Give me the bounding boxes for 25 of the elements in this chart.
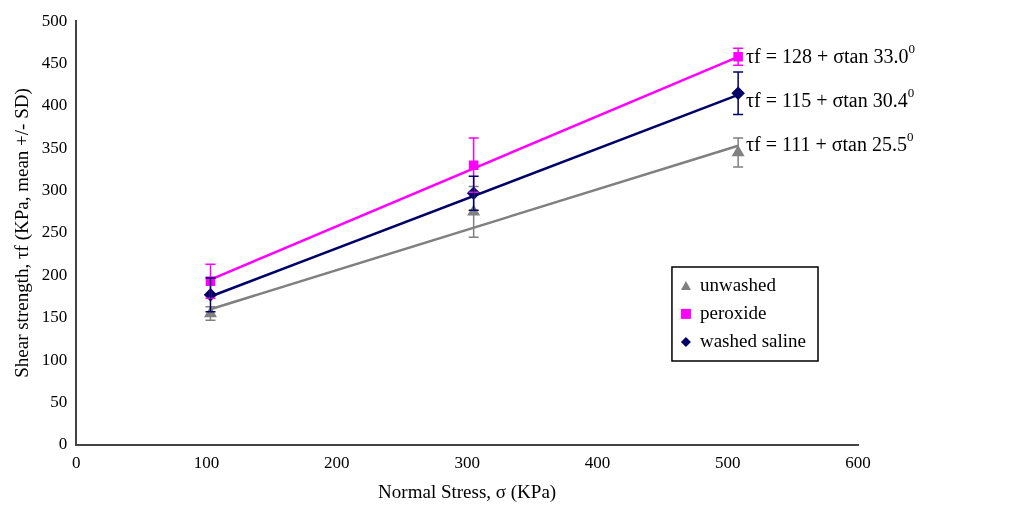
x-tick-label: 100 bbox=[193, 453, 220, 473]
y-tick-label: 100 bbox=[41, 349, 68, 369]
legend-label: washed saline bbox=[699, 329, 807, 351]
point bbox=[733, 52, 743, 62]
y-tick-label: 250 bbox=[41, 222, 68, 242]
y-tick-label: 150 bbox=[41, 307, 68, 327]
legend-label: peroxide bbox=[699, 301, 767, 323]
x-tick-label: 200 bbox=[324, 453, 350, 473]
x-tick-label: 400 bbox=[584, 453, 611, 473]
y-tick-label: 300 bbox=[41, 180, 68, 200]
y-tick-label: 0 bbox=[58, 434, 68, 454]
x-tick-label: 300 bbox=[454, 453, 480, 473]
y-tick-label: 450 bbox=[41, 53, 68, 73]
y-tick-label: 50 bbox=[50, 391, 68, 411]
y-tick-label: 400 bbox=[41, 95, 68, 115]
y-axis-title: Shear strength, τf (KPa, mean +/- SD) bbox=[11, 88, 34, 378]
x-tick-label: 0 bbox=[72, 453, 81, 473]
x-tick-label: 500 bbox=[714, 453, 741, 473]
y-tick-label: 350 bbox=[41, 137, 68, 157]
y-tick-label: 200 bbox=[41, 264, 68, 284]
legend-label: unwashed bbox=[699, 273, 777, 295]
x-tick-label: 600 bbox=[845, 453, 871, 473]
y-tick-label: 500 bbox=[41, 10, 68, 30]
point bbox=[468, 160, 479, 171]
x-axis-title: Normal Stress, σ (KPa) bbox=[378, 480, 557, 503]
